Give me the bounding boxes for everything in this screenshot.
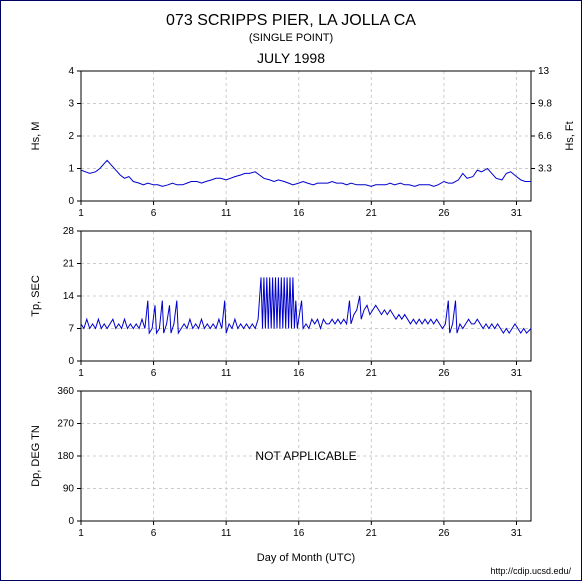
ytick-right-label: 9.8 [538,99,552,110]
ytick-label: 14 [63,291,75,302]
series-line-tp [81,277,531,333]
xtick-label: 21 [366,208,378,219]
chart-subtitle: (SINGLE POINT) [249,32,333,44]
xtick-label: 6 [151,528,157,539]
xlabel: Day of Month (UTC) [257,552,355,564]
ytick-label: 3 [68,99,74,110]
ylabel-right: Hs, Ft [564,121,576,150]
ytick-label: 360 [57,386,74,397]
xtick-label: 26 [438,528,450,539]
xtick-label: 31 [511,208,523,219]
xtick-label: 6 [151,368,157,379]
footer-url: http://cdip.ucsd.edu/ [490,566,571,576]
ylabel-left: Tp, SEC [30,275,42,317]
xtick-label: 21 [366,528,378,539]
ytick-label: 1 [68,164,74,175]
chart-svg: 073 SCRIPPS PIER, LA JOLLA CA (SINGLE POI… [1,1,581,580]
xtick-label: 11 [221,208,232,219]
chart-container: 073 SCRIPPS PIER, LA JOLLA CA (SINGLE POI… [0,0,582,581]
ytick-label: 270 [57,419,74,430]
xtick-label: 16 [293,368,305,379]
ytick-label: 2 [68,131,74,142]
xtick-label: 1 [78,368,84,379]
xtick-label: 31 [511,528,523,539]
ytick-label: 7 [68,324,74,335]
xtick-label: 11 [221,368,232,379]
series-line-hs [81,160,531,186]
ytick-right-label: 6.6 [538,131,552,142]
ytick-label: 4 [68,66,74,77]
ytick-right-label: 3.3 [538,164,552,175]
ytick-label: 90 [63,484,75,495]
xtick-label: 16 [293,528,305,539]
ytick-label: 180 [57,451,74,462]
month-label: JULY 1998 [257,50,325,66]
xtick-label: 26 [438,368,450,379]
ytick-label: 0 [68,356,74,367]
xtick-label: 1 [78,208,84,219]
xtick-label: 31 [511,368,523,379]
xtick-label: 11 [221,528,232,539]
ytick-label: 21 [63,259,75,270]
xtick-label: 16 [293,208,305,219]
overlay-text: NOT APPLICABLE [255,449,356,463]
ytick-label: 0 [68,516,74,527]
ylabel-left: Dp, DEG TN [30,425,42,487]
ytick-right-label: 13 [538,66,550,77]
xtick-label: 26 [438,208,450,219]
xtick-label: 21 [366,368,378,379]
ytick-label: 28 [63,226,75,237]
chart-title: 073 SCRIPPS PIER, LA JOLLA CA [166,12,416,29]
xtick-label: 1 [78,528,84,539]
ylabel-left: Hs, M [30,122,42,151]
xtick-label: 6 [151,208,157,219]
ytick-label: 0 [68,196,74,207]
